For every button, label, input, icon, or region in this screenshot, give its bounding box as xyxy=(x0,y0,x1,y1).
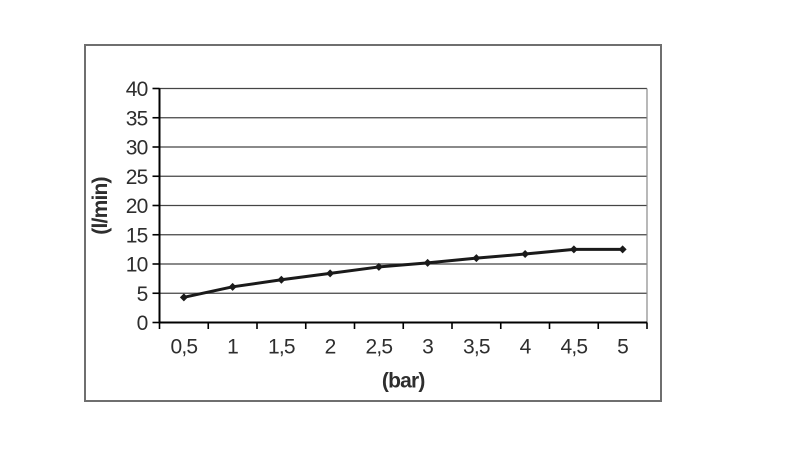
y-tick-label: 25 xyxy=(126,166,148,189)
x-tick-label: 1,5 xyxy=(268,336,295,359)
x-tick-label: 3,5 xyxy=(463,336,490,359)
data-point-marker xyxy=(569,245,578,254)
flow-rate-vs-pressure-chart: 0 5 10 15 20 25 30 35 40 0,5 1 1,5 2 2,5 3 3,5 4 4,5 5 (l/m… xyxy=(89,78,648,393)
data-point-marker xyxy=(326,269,335,278)
data-point-marker xyxy=(374,262,383,271)
chart-panel: 0 5 10 15 20 25 30 35 40 0,5 1 1,5 2 2,5 3 3,5 4 4,5 5 (l/m… xyxy=(84,44,662,402)
x-tick-label: 1 xyxy=(227,336,238,359)
x-tick-label: 2,5 xyxy=(365,336,392,359)
x-tick-label: 3 xyxy=(422,336,433,359)
data-point-marker xyxy=(618,245,627,254)
x-axis-title: (bar) xyxy=(382,370,425,393)
y-tick-label: 20 xyxy=(126,195,148,218)
x-tick-label: 2 xyxy=(325,336,336,359)
x-tick-label: 0,5 xyxy=(170,336,197,359)
x-tick-label: 4 xyxy=(520,336,532,359)
y-tick-label: 10 xyxy=(126,254,148,277)
y-tick-label: 5 xyxy=(137,283,148,306)
x-tick-label: 5 xyxy=(617,336,628,359)
y-tick-label: 35 xyxy=(126,107,148,130)
x-tick-label: 4,5 xyxy=(560,336,587,359)
y-tick-label: 15 xyxy=(126,224,148,247)
data-point-marker xyxy=(277,275,286,284)
data-point-marker xyxy=(521,250,530,259)
data-point-marker xyxy=(423,258,432,267)
data-point-marker xyxy=(472,254,481,263)
data-point-marker xyxy=(179,293,188,302)
data-point-marker xyxy=(228,282,237,291)
series-line xyxy=(182,247,625,299)
y-tick-label: 40 xyxy=(126,78,148,101)
y-tick-label: 30 xyxy=(126,137,148,160)
y-axis-title: (l/min) xyxy=(89,177,112,234)
y-tick-label: 0 xyxy=(137,312,148,335)
